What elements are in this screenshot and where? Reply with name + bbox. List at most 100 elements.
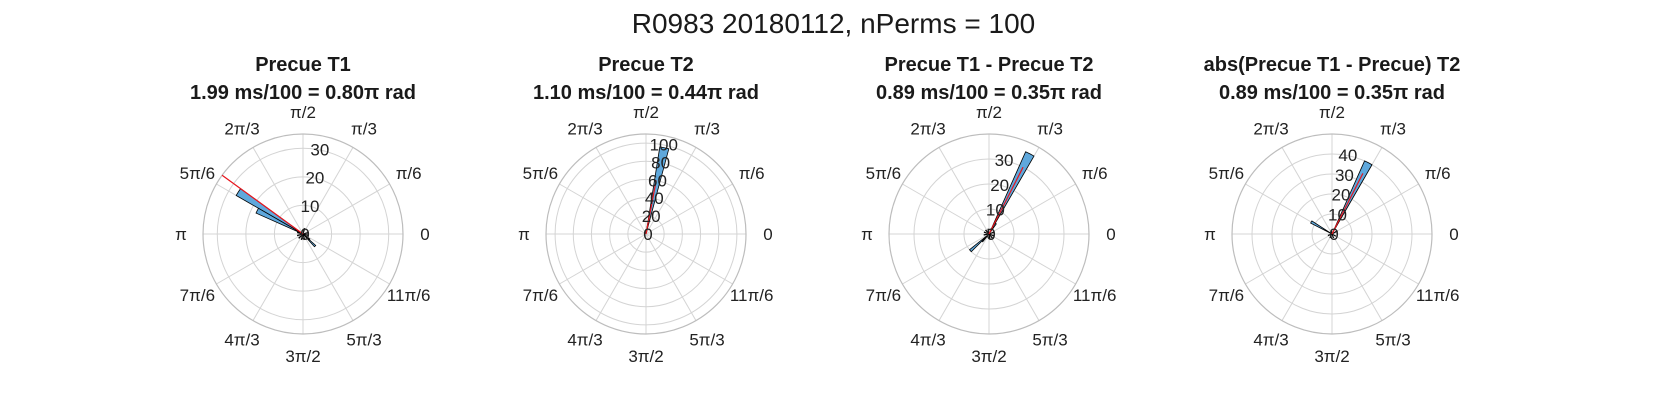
r-tick-label: 10 [986,200,1005,219]
histogram-bin [300,233,304,241]
theta-tick-label: 7π/6 [180,286,215,305]
panel-subtitle: 0.89 ms/100 = 0.35π rad [875,82,1103,104]
theta-tick-label: π/2 [976,103,1002,122]
theta-grid-line [252,233,304,321]
theta-tick-label: 5π/6 [180,164,215,183]
r-tick-label: 40 [1338,146,1357,165]
r-tick-label: 0 [643,225,652,244]
r-tick-label: 30 [310,141,329,160]
theta-tick-label: 4π/3 [1253,331,1288,350]
theta-tick-label: 5π/3 [346,331,381,350]
theta-tick-label: 11π/6 [387,286,431,305]
theta-tick-label: 5π/6 [866,164,901,183]
theta-tick-label: π [175,225,187,244]
theta-grid-line [902,233,990,285]
theta-tick-label: 7π/6 [1209,286,1244,305]
theta-tick-label: 11π/6 [1073,286,1117,305]
polar-plot: 0 10 20 30 0 π/6 π/3 π/2 2π/3 5π/6 π 7π/6 4π/3 3π/2 5π… [861,103,1117,366]
theta-tick-label: 2π/3 [567,119,602,138]
theta-tick-label: 2π/3 [224,119,259,138]
theta-tick-label: 11π/6 [1416,286,1460,305]
histogram-bin [988,233,993,239]
theta-grid-line [645,233,733,285]
mean-direction-line [988,166,1024,235]
theta-grid-line [302,233,390,285]
theta-grid-line [938,147,990,235]
theta-tick-label: 2π/3 [910,119,945,138]
theta-tick-label: 7π/6 [523,286,558,305]
theta-grid-line [1331,233,1383,321]
theta-grid-line [302,233,354,321]
theta-grid-line [1281,147,1333,235]
theta-tick-label: π/6 [739,164,765,183]
histogram-bin [298,233,304,239]
r-tick-label: 10 [301,197,320,216]
panel-subtitle: 1.99 ms/100 = 0.80π rad [189,82,417,104]
panel-title: Precue T1 [255,54,351,76]
polar-panel-precue-difference: Precue T1 - Precue T2 0.89 ms/100 = 0.35… [819,0,1159,417]
theta-grid-line [302,147,354,235]
panel-subtitle: 0.89 ms/100 = 0.35π rad [1218,82,1446,104]
panel-title: Precue T1 - Precue T2 [884,54,1094,76]
polar-outer-ring [545,133,747,335]
theta-tick-label: π/2 [290,103,316,122]
theta-tick-label: 5π/6 [1209,164,1244,183]
histogram-bin [255,207,304,235]
r-tick-label: 30 [1335,166,1354,185]
histogram-bin [987,228,990,235]
r-tick-label: 40 [645,189,664,208]
r-tick-label: 0 [986,225,995,244]
polar-outer-ring [202,133,404,335]
histogram-bin [302,227,306,235]
theta-grid-line [559,233,647,285]
theta-tick-label: π/3 [351,119,377,138]
theta-tick-label: 5π/3 [1375,331,1410,350]
theta-tick-label: 11π/6 [730,286,774,305]
histogram-bin [988,151,1035,235]
theta-tick-label: 0 [420,225,429,244]
histogram-bin [988,233,995,237]
theta-grid-line [902,183,990,235]
polar-plot: 0204060801000π/6π/3π/22π/35π/6π7π/64π/33… [518,103,774,366]
theta-tick-label: 0 [763,225,772,244]
theta-tick-label: 0 [1106,225,1115,244]
histogram-bin [302,231,310,235]
theta-tick-label: π/3 [694,119,720,138]
r-tick-label: 60 [648,171,667,190]
theta-grid-line [595,147,647,235]
polar-panel-abs-difference: abs(Precue T1 - Precue) T2 0.89 ms/100 =… [1162,0,1502,417]
histogram-bin [1327,233,1333,237]
theta-tick-label: 3π/2 [971,347,1006,366]
theta-tick-label: π/6 [396,164,422,183]
histogram-bin [983,231,990,235]
theta-tick-label: 4π/3 [910,331,945,350]
histogram-bin [981,233,990,243]
theta-grid-line [988,183,1076,235]
r-tick-label: 10 [1328,205,1347,224]
theta-grid-line [252,147,304,235]
theta-tick-label: 2π/3 [1253,119,1288,138]
theta-grid-line [1245,233,1333,285]
theta-tick-label: 3π/2 [1314,347,1349,366]
histogram-bin [1310,220,1333,235]
theta-grid-line [645,183,733,235]
mean-direction-line [1331,173,1364,235]
theta-tick-label: π [861,225,873,244]
theta-tick-label: π [1204,225,1216,244]
theta-tick-label: 3π/2 [285,347,320,366]
histogram-bin [988,231,995,235]
theta-tick-label: 5π/6 [523,164,558,183]
r-tick-label: 30 [995,151,1014,170]
histogram-bin [1331,230,1338,235]
histogram-bin [302,233,310,237]
histogram-bin [302,233,306,241]
theta-tick-label: 0 [1449,225,1458,244]
theta-tick-label: 5π/3 [689,331,724,350]
histogram-bin [645,146,670,235]
r-tick-label: 20 [1331,186,1350,205]
r-tick-label: 100 [650,135,678,154]
theta-grid-line [1331,233,1419,285]
r-tick-label: 0 [300,225,309,244]
histogram-bin [1331,233,1335,239]
